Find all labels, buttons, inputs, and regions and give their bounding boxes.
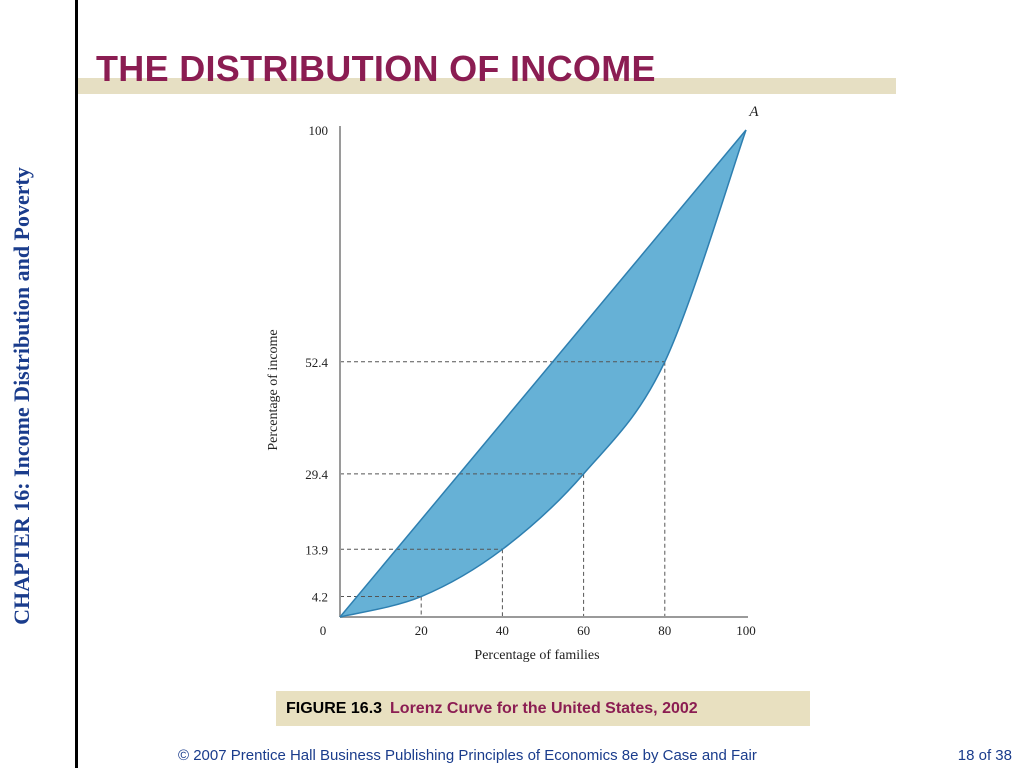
slide-title: THE DISTRIBUTION OF INCOME <box>96 48 656 89</box>
lorenz-curve-chart: 0 20 40 60 80 100 4.2 13.9 29.4 52.4 100 Percentage… <box>266 104 759 663</box>
x-tick-label: 40 <box>496 623 509 638</box>
equality-line <box>339 129 747 618</box>
figure-label: FIGURE 16.3 <box>286 699 383 717</box>
lorenz-curve <box>339 129 747 618</box>
point-a-label: A <box>748 104 759 120</box>
x-tick-label: 80 <box>658 623 671 638</box>
x-tick-label: 20 <box>415 623 428 638</box>
figure-caption-box: FIGURE 16.3 Lorenz Curve for the United … <box>276 691 810 726</box>
y-tick-label: 13.9 <box>305 542 328 557</box>
y-tick-label: 4.2 <box>312 590 328 605</box>
y-tick-label: 100 <box>309 123 329 138</box>
y-tick-label: 52.4 <box>305 355 328 370</box>
x-tick-label: 100 <box>736 623 756 638</box>
y-axis-title: Percentage of income <box>266 329 281 450</box>
footer-credit: © 2007 Prentice Hall Business Publishing… <box>178 747 757 764</box>
x-tick-label: 60 <box>577 623 590 638</box>
figure-caption: Lorenz Curve for the United States, 2002 <box>390 699 698 717</box>
x-tick-label: 0 <box>320 623 327 638</box>
y-tick-label: 29.4 <box>305 467 328 482</box>
left-divider <box>75 0 78 768</box>
page-number: 18 of 38 <box>957 747 1012 764</box>
x-axis-title: Percentage of families <box>474 648 599 663</box>
title-underline-band <box>78 78 896 94</box>
